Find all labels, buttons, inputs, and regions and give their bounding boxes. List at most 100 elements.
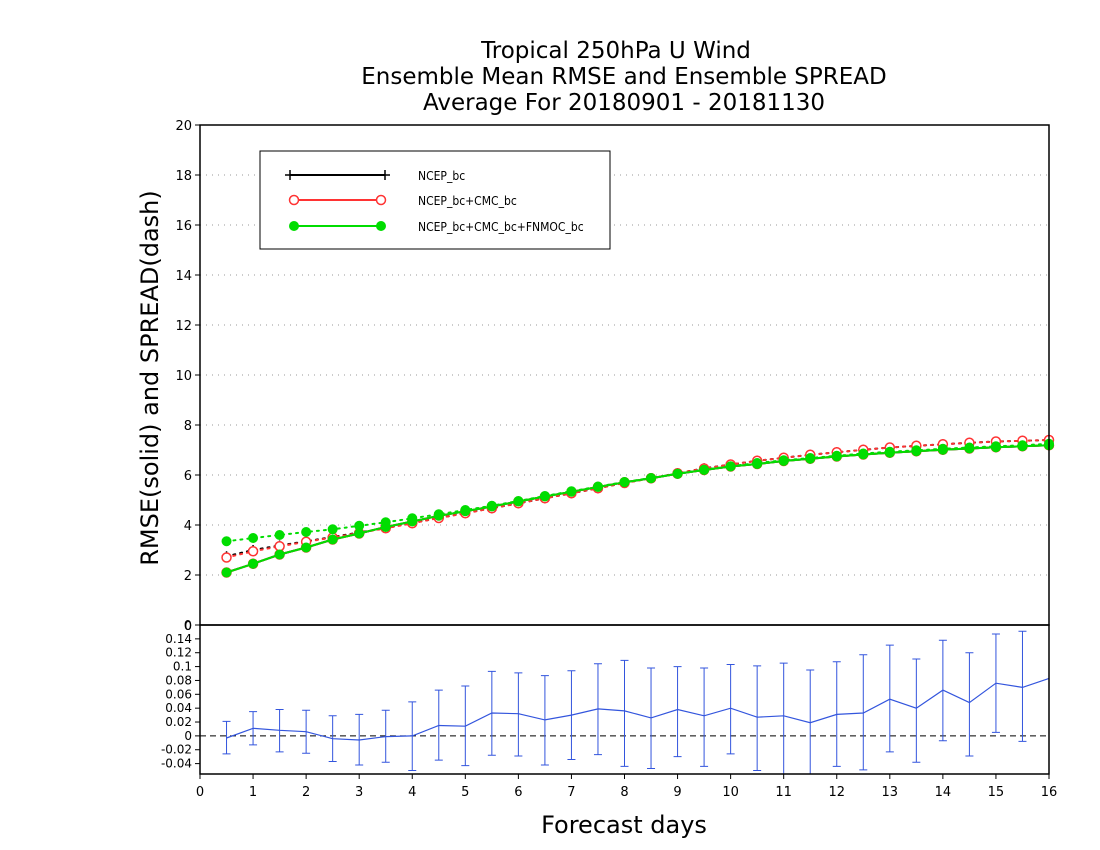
spread-marker	[805, 453, 816, 463]
error-bar	[514, 672, 523, 757]
spread-marker	[460, 505, 471, 515]
bottom-y-tick-label: -0.04	[161, 757, 192, 771]
x-tick-label: 11	[775, 785, 792, 800]
spread-marker	[937, 443, 948, 454]
y-tick-label: 8	[184, 419, 192, 434]
bottom-y-tick-label: 0	[184, 729, 192, 743]
error-bar	[726, 664, 735, 755]
bottom-y-tick-label: 0.12	[165, 646, 192, 660]
x-tick-label: 10	[722, 785, 739, 800]
spread-marker	[221, 552, 232, 563]
y-tick-label: 2	[184, 569, 192, 584]
rmse-line	[226, 444, 1050, 574]
rmse-marker	[301, 542, 312, 553]
bottom-y-tick-label: -0.02	[161, 743, 192, 757]
spread-marker	[592, 481, 603, 492]
legend-label-ncep-cmc: NCEP_bc+CMC_bc	[418, 194, 517, 208]
error-bar	[1018, 630, 1027, 742]
y-tick-label: 4	[184, 519, 192, 534]
panel-junction-label: 0	[184, 619, 192, 633]
spread-marker	[274, 541, 285, 552]
top-y-axis: 0 2 4 6 8 10 12 14 16 18 20	[175, 119, 200, 634]
title-line-2: Ensemble Mean RMSE and Ensemble SPREAD	[361, 64, 886, 90]
legend-box	[259, 150, 611, 250]
y-axis-label: RMSE(solid) and SPREAD(dash)	[136, 190, 164, 566]
spread-marker	[539, 491, 550, 501]
x-axis: 0 1 2 3 4 5 6 7 8 9 10 11 12 13 14 15 16	[196, 774, 1057, 800]
x-tick-label: 15	[988, 785, 1005, 800]
spread-marker	[354, 520, 365, 531]
y-tick-label: 16	[175, 219, 192, 234]
spread-marker	[699, 464, 710, 475]
legend-entry-ncep-cmc-fnmoc: NCEP_bc+CMC_bc+FNMOC_bc	[289, 220, 584, 234]
title-line-3: Average For 20180901 - 20181130	[423, 90, 825, 116]
rmse-marker	[221, 567, 232, 578]
legend-entry-ncep-bc: NCEP_bc	[285, 169, 465, 183]
rmse-marker	[274, 549, 285, 560]
error-bar	[673, 666, 682, 758]
rmse-line	[226, 444, 1050, 574]
y-tick-label: 14	[175, 269, 192, 284]
chart-title: Tropical 250hPa U Wind Ensemble Mean RMS…	[361, 38, 886, 116]
legend-label-ncep-cmc-fnmoc: NCEP_bc+CMC_bc+FNMOC_bc	[418, 220, 584, 234]
bottom-panel: -0.04-0.0200.020.040.060.080.10.120.140 …	[161, 619, 1057, 839]
legend: NCEP_bc NCEP_bc+CMC_bc NCEP_bc+CMC_bc+FN…	[259, 150, 611, 250]
spread-marker	[990, 441, 1001, 452]
x-tick-label: 9	[673, 785, 681, 800]
spread-marker	[513, 496, 524, 506]
x-axis-label: Forecast days	[541, 811, 707, 839]
spread-marker	[725, 461, 736, 472]
spread-marker	[301, 527, 312, 537]
spread-marker	[831, 450, 842, 461]
legend-label-ncep-bc: NCEP_bc	[418, 169, 465, 183]
spread-marker	[433, 509, 444, 520]
difference-series	[222, 630, 1050, 775]
error-bar	[620, 659, 629, 767]
bottom-y-tick-label: 0.02	[165, 715, 192, 729]
y-tick-label: 12	[175, 319, 192, 334]
y-tick-label: 20	[175, 119, 192, 134]
bottom-y-tick-label: 0.04	[165, 701, 192, 715]
x-tick-label: 7	[567, 785, 575, 800]
bottom-y-tick-label: 0.1	[173, 660, 192, 674]
error-bar	[753, 665, 762, 772]
spread-line	[225, 442, 1050, 543]
x-tick-label: 4	[408, 785, 416, 800]
spread-marker	[248, 533, 259, 543]
spread-marker	[380, 517, 391, 528]
spread-marker	[407, 513, 418, 524]
x-tick-label: 12	[828, 785, 845, 800]
x-tick-label: 2	[302, 785, 310, 800]
bottom-y-tick-label: 0.08	[165, 673, 192, 687]
bottom-y-tick-label: 0.06	[165, 687, 192, 701]
spread-marker	[752, 458, 763, 468]
difference-line	[226, 677, 1050, 741]
top-panel: 0 2 4 6 8 10 12 14 16 18 20 RMSE(solid) and SPREAD…	[136, 119, 1055, 634]
spread-marker	[274, 530, 285, 540]
spread-marker	[221, 536, 232, 547]
spread-marker	[1017, 440, 1028, 451]
y-tick-label: 0	[184, 619, 192, 634]
y-tick-label: 6	[184, 469, 192, 484]
spread-marker	[778, 455, 789, 466]
spread-marker	[646, 473, 657, 483]
series-NCEP_bc+CMC_bc+FNMOC_bc	[221, 438, 1054, 578]
x-tick-label: 8	[620, 785, 628, 800]
error-bar	[912, 658, 921, 763]
error-bar	[965, 652, 974, 757]
spread-marker	[486, 500, 497, 511]
rmse-marker	[327, 534, 338, 545]
x-tick-label: 14	[935, 785, 952, 800]
spread-marker	[884, 446, 895, 457]
x-tick-label: 16	[1041, 785, 1058, 800]
top-series	[221, 434, 1055, 578]
error-bar	[885, 644, 894, 753]
legend-entry-ncep-cmc: NCEP_bc+CMC_bc	[288, 194, 517, 208]
spread-line	[225, 439, 1050, 559]
series-NCEP_bc+CMC_bc	[221, 434, 1055, 578]
error-bar	[859, 654, 868, 771]
x-tick-label: 6	[514, 785, 522, 800]
x-tick-label: 1	[249, 785, 257, 800]
